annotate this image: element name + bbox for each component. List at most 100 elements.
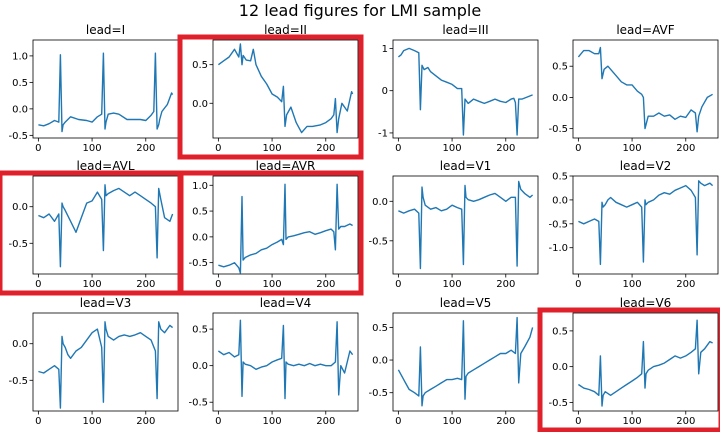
y-tick-label: -0.5 [368,388,388,399]
y-tick-label: -0.5 [548,398,568,409]
x-tick-label: 100 [83,416,102,427]
lead-panel-iii: lead=III 0 100 200 -1 0 1 [378,23,539,154]
y-tick-label: 0.5 [192,207,208,218]
axes-frame [32,312,179,412]
y-tick-label: 0.5 [372,323,388,334]
x-tick-label: 0 [35,416,41,427]
y-tick-label: 0.0 [12,339,28,350]
y-tick-label: -0.5 [368,236,388,247]
lead-panel-v3: lead=V3 0 100 200 -0.5 0.0 [8,296,179,427]
series-line [397,47,533,136]
y-tick-label: 0.0 [552,362,568,373]
x-tick-label: 0 [215,143,221,154]
y-tick-label: 1.0 [12,51,28,62]
x-tick-label: 200 [676,279,695,290]
series-line [38,184,174,268]
x-tick-label: 0 [395,279,401,290]
series-line [217,43,354,134]
y-tick-label: -0.5 [188,258,208,269]
x-tick-label: 100 [263,143,282,154]
axes-frame [392,175,539,275]
y-tick-label: -0.5 [8,131,28,142]
lead-panel-ii: lead=II 0 100 200 0.0 0.5 [177,23,364,160]
x-tick-label: 100 [623,143,642,154]
x-tick-label: 100 [443,279,462,290]
x-tick-label: 200 [676,143,695,154]
x-tick-label: 100 [443,416,462,427]
x-tick-label: 100 [83,279,102,290]
y-tick-label: 0.0 [372,197,388,208]
x-tick-label: 100 [443,143,462,154]
series-line [578,180,714,266]
y-tick-label: 0.5 [12,78,28,89]
highlight-box [177,170,364,296]
y-tick-label: 0.0 [12,202,28,213]
lead-panel-avl: lead=AVL 0 100 200 -0.5 0.0 [0,159,184,296]
axes-frame [212,175,359,275]
panel-title: lead=AVR [256,159,316,173]
figure-title: 12 lead figures for LMI sample [238,1,482,20]
x-tick-label: 200 [316,143,335,154]
x-tick-label: 0 [395,416,401,427]
panel-title: lead=III [442,23,488,37]
x-tick-label: 200 [496,143,515,154]
x-tick-label: 200 [136,279,155,290]
y-tick-label: -1.0 [548,243,568,254]
y-tick-label: 1 [382,44,388,55]
panel-title: lead=V6 [620,296,672,310]
x-tick-label: 0 [575,143,581,154]
y-tick-label: 0.0 [192,361,208,372]
lead-panel-avr: lead=AVR 0 100 200 -0.5 0.0 0.5 1.0 [177,159,364,296]
y-tick-label: 0.5 [552,62,568,73]
highlight-box [537,307,720,432]
y-tick-label: 0.5 [192,325,208,336]
y-tick-label: 0.0 [552,195,568,206]
axes-frame [572,175,719,275]
y-tick-label: 0.5 [192,60,208,71]
y-tick-label: 0.5 [552,172,568,183]
y-tick-label: 0 [382,86,388,97]
x-tick-label: 100 [263,416,282,427]
series-line [217,319,354,400]
highlight-box [0,170,184,296]
y-tick-label: -0.5 [188,398,208,409]
y-tick-label: 0.0 [552,93,568,104]
x-tick-label: 200 [496,279,515,290]
x-tick-label: 0 [575,416,581,427]
x-tick-label: 200 [316,416,335,427]
lead-panel-v1: lead=V1 0 100 200 -0.5 0.0 [368,159,539,290]
panel-title: lead=V4 [260,296,312,310]
x-tick-label: 0 [215,416,221,427]
series-line [218,183,353,274]
y-tick-label: 0.0 [192,232,208,243]
y-tick-label: -1 [378,128,388,139]
lead-panel-v2: lead=V2 0 100 200 -1.0 -0.5 0.0 0.5 [548,159,719,290]
panel-title: lead=AVL [76,159,134,173]
y-tick-label: 0.0 [12,104,28,115]
axes-frame [572,39,719,139]
x-tick-label: 0 [35,279,41,290]
panel-title: lead=V5 [440,296,492,310]
series-line [577,46,713,133]
x-tick-label: 100 [263,279,282,290]
panel-title: lead=V2 [620,159,672,173]
y-tick-label: 0.0 [372,356,388,367]
panel-title: lead=AVF [616,23,674,37]
y-tick-label: -0.5 [8,376,28,387]
x-tick-label: 0 [215,279,221,290]
highlight-box [177,34,364,160]
series-line [397,316,534,407]
x-tick-label: 0 [35,143,41,154]
series-line [398,180,534,270]
series-line [38,321,174,409]
x-tick-label: 200 [136,143,155,154]
series-line [578,319,713,407]
axes-frame [212,39,359,139]
lead-panel-avf: lead=AVF 0 100 200 -0.5 0.0 0.5 [548,23,719,154]
y-tick-label: -0.5 [548,219,568,230]
panel-title: lead=I [86,23,125,37]
lead-panel-v4: lead=V4 0 100 200 -0.5 0.0 0.5 [188,296,359,427]
x-tick-label: 200 [316,279,335,290]
